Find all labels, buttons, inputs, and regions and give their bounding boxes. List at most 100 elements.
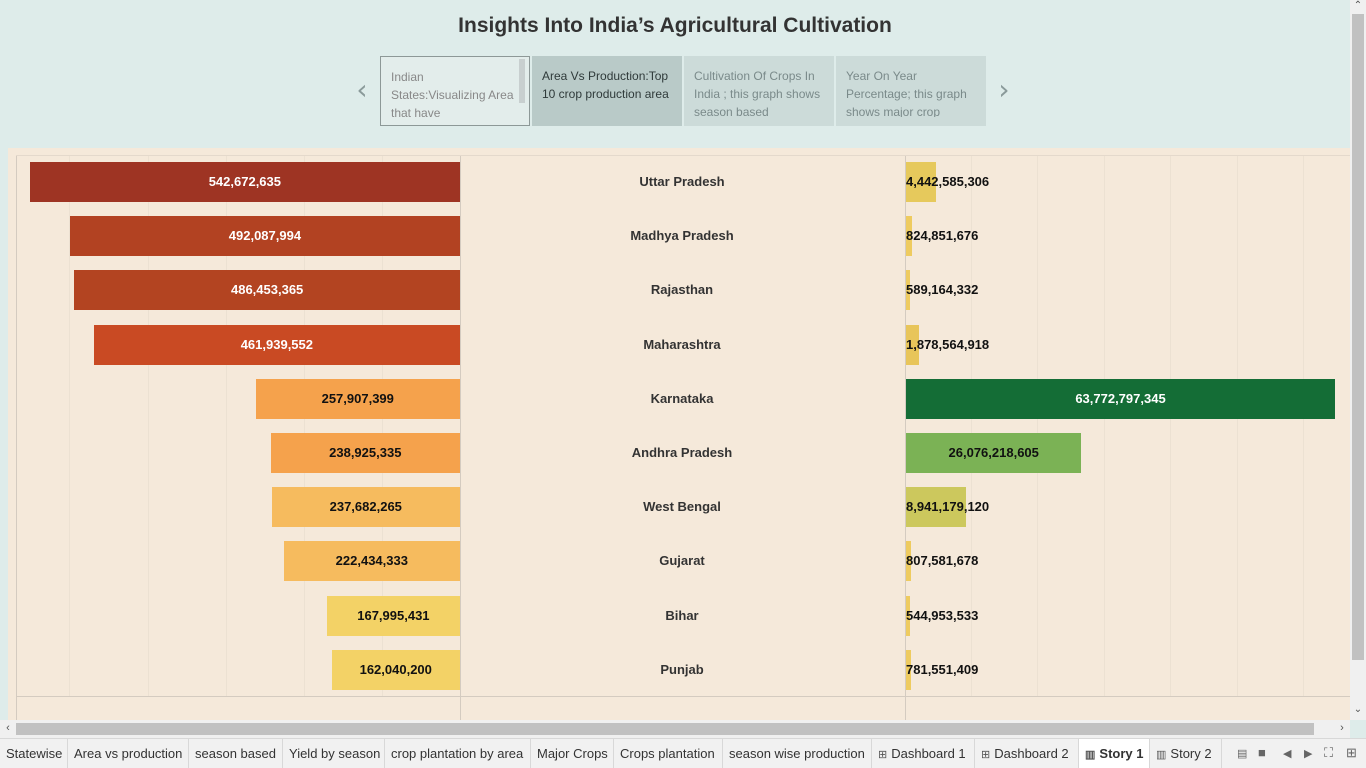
- area-value-label: 542,672,635: [208, 174, 281, 189]
- story-title: Insights Into India’s Agricultural Culti…: [458, 14, 892, 37]
- story-point-text: Area Vs Production:Top 10 crop productio…: [542, 69, 669, 101]
- state-label: Madhya Pradesh: [630, 228, 734, 243]
- dashboard-icon: ⊞: [981, 749, 991, 761]
- state-label: Bihar: [665, 608, 699, 623]
- production-bar[interactable]: [906, 162, 936, 202]
- gridline: [69, 156, 70, 696]
- sheet-tab-crops-plantation[interactable]: Crops plantation: [614, 739, 723, 768]
- sheet-tab-major-crops[interactable]: Major Crops: [531, 739, 614, 768]
- pane-divider: [460, 156, 461, 721]
- scroll-thumb[interactable]: [1352, 14, 1364, 660]
- production-bar[interactable]: [906, 650, 912, 690]
- tab-label: Yield by season: [289, 746, 381, 761]
- production-bar[interactable]: [906, 270, 910, 310]
- gridline: [382, 156, 383, 696]
- production-value-label: 807,581,678: [906, 553, 979, 568]
- scroll-right-icon[interactable]: ›: [1340, 722, 1344, 734]
- show-filmstrip-icon[interactable]: ▤: [1237, 748, 1248, 760]
- story-point-1[interactable]: Indian States:Visualizing Area that have: [380, 56, 530, 126]
- production-value-label: 824,851,676: [906, 228, 979, 243]
- story-next-arrow-icon[interactable]: ›: [998, 73, 1010, 106]
- scroll-up-icon[interactable]: ⌃: [1353, 0, 1363, 11]
- story-point-scrollbar[interactable]: [519, 59, 525, 103]
- gridline: [1170, 156, 1171, 696]
- state-label: Rajasthan: [650, 282, 714, 297]
- chart-area: 542,672,635 Uttar Pradesh 4,442,585,306 492…: [8, 148, 1350, 721]
- area-value-label: 162,040,200: [359, 662, 432, 677]
- area-bar[interactable]: [271, 487, 460, 527]
- area-bar[interactable]: [93, 325, 460, 365]
- area-bar[interactable]: [283, 541, 460, 581]
- sheet-tab-dashboard-2[interactable]: ⊞ Dashboard 2: [975, 739, 1079, 768]
- production-bar[interactable]: [906, 216, 912, 256]
- tab-label: season based: [195, 746, 276, 761]
- next-sheet-icon[interactable]: ▶: [1304, 748, 1313, 760]
- area-bar[interactable]: [29, 162, 460, 202]
- presentation-mode-icon[interactable]: ⛶: [1324, 745, 1334, 760]
- sheet-tab-dashboard-1[interactable]: ⊞ Dashboard 1: [872, 739, 975, 768]
- story-prev-arrow-icon[interactable]: ‹: [356, 73, 368, 106]
- sheet-tab-story-2[interactable]: ▥ Story 2: [1150, 739, 1222, 768]
- production-value-label: 4,442,585,306: [906, 174, 990, 189]
- area-bar[interactable]: [74, 270, 460, 310]
- vertical-scrollbar[interactable]: ⌃ ⌄: [1350, 0, 1366, 720]
- production-value-label: 781,551,409: [906, 662, 979, 677]
- area-bar[interactable]: [255, 379, 460, 419]
- tab-label: Statewise: [6, 746, 63, 761]
- story-icon: ▥: [1085, 749, 1096, 761]
- story-point-text: Indian States:Visualizing Area that have: [391, 70, 514, 118]
- sheet-tab-season-based[interactable]: season based: [189, 739, 283, 768]
- production-bar[interactable]: [906, 487, 967, 527]
- show-tabs-icon[interactable]: ■: [1258, 745, 1266, 760]
- story-icon: ▥: [1156, 749, 1167, 761]
- grid-view-icon[interactable]: ⊞: [1346, 745, 1357, 760]
- production-bar[interactable]: [906, 433, 1082, 473]
- tab-label: crop plantation by area: [391, 746, 524, 761]
- sheet-tab-season-wise-production[interactable]: season wise production: [723, 739, 872, 768]
- gridline: [1303, 156, 1304, 696]
- scroll-thumb[interactable]: [16, 723, 1314, 735]
- area-bar[interactable]: [331, 650, 460, 690]
- story-point-2[interactable]: Area Vs Production:Top 10 crop productio…: [532, 56, 682, 126]
- state-label: Gujarat: [659, 553, 705, 568]
- sheet-tab-statewise[interactable]: Statewise: [0, 739, 68, 768]
- scroll-down-icon[interactable]: ⌄: [1353, 704, 1363, 715]
- gridline: [148, 156, 149, 696]
- production-value-label: 544,953,533: [906, 608, 979, 623]
- state-label: Uttar Pradesh: [639, 174, 725, 189]
- horizontal-scrollbar[interactable]: ‹ ›: [0, 720, 1350, 738]
- sheet-tab-area-vs-production[interactable]: Area vs production: [68, 739, 189, 768]
- state-label: Karnataka: [650, 391, 714, 406]
- state-label: Andhra Pradesh: [631, 445, 733, 460]
- story-point-3[interactable]: Cultivation Of Crops In India ; this gra…: [684, 56, 834, 126]
- area-value-label: 461,939,552: [240, 337, 313, 352]
- area-bar[interactable]: [69, 216, 460, 256]
- gridline: [226, 156, 227, 696]
- state-label: Punjab: [660, 662, 704, 677]
- production-bar[interactable]: [906, 379, 1335, 419]
- scroll-left-icon[interactable]: ‹: [6, 722, 10, 734]
- tab-label: Area vs production: [74, 746, 183, 761]
- area-value-label: 238,925,335: [329, 445, 402, 460]
- area-bar[interactable]: [326, 596, 460, 636]
- prev-sheet-icon[interactable]: ◀: [1283, 748, 1292, 760]
- sheet-tab-story-1[interactable]: ▥ Story 1: [1079, 739, 1150, 768]
- area-value-label: 486,453,365: [230, 282, 304, 297]
- production-bar[interactable]: [906, 325, 919, 365]
- area-value-label: 222,434,333: [335, 553, 408, 568]
- sheet-tab-crop-plantation-by-area[interactable]: crop plantation by area: [385, 739, 531, 768]
- tab-label: Crops plantation: [620, 746, 715, 761]
- gridline: [1104, 156, 1105, 696]
- area-bar[interactable]: [270, 433, 460, 473]
- story-point-text: Year On Year Percentage; this graph show…: [846, 69, 967, 117]
- axis-line: [16, 696, 1350, 697]
- production-bar[interactable]: [906, 596, 910, 636]
- sheet-tab-bar: ▤ ■ ◀ ▶ ⛶ ⊞ Statewise Area vs production s…: [0, 738, 1366, 768]
- story-point-4[interactable]: Year On Year Percentage; this graph show…: [836, 56, 986, 126]
- tab-label: Dashboard 2: [994, 746, 1069, 761]
- sheet-tab-yield-by-season[interactable]: Yield by season: [283, 739, 385, 768]
- production-value-label: 63,772,797,345: [1075, 391, 1166, 406]
- dashboard-icon: ⊞: [878, 749, 888, 761]
- production-bar[interactable]: [906, 541, 912, 581]
- butterfly-chart: 542,672,635 Uttar Pradesh 4,442,585,306 492…: [16, 155, 1350, 721]
